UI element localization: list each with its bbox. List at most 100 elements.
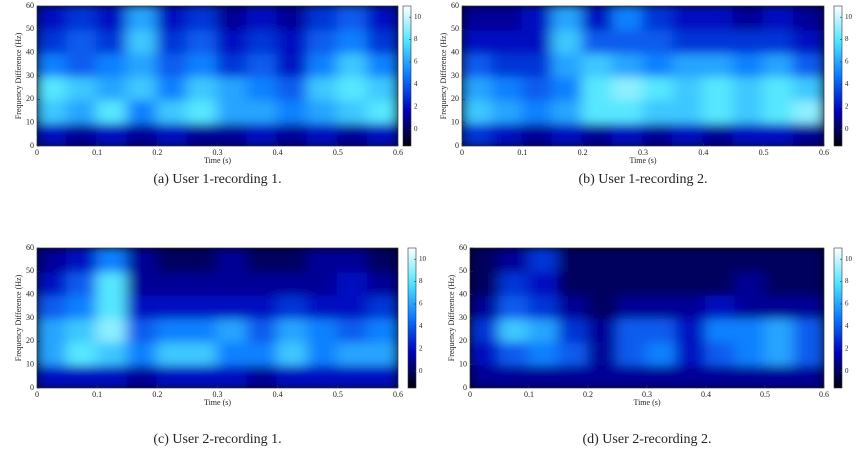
cells <box>462 6 824 146</box>
colorbar-tick-label: 2 <box>419 344 423 352</box>
cell <box>616 248 648 273</box>
cell <box>491 98 524 124</box>
cell <box>126 51 159 77</box>
cell <box>66 6 99 31</box>
cell <box>246 75 279 101</box>
cell <box>616 293 648 319</box>
cell <box>306 340 339 366</box>
y-axis-label: Frequency Difference (Hz) <box>447 274 456 361</box>
x-tick-label: 0.2 <box>583 390 593 399</box>
cell <box>186 270 219 296</box>
cell <box>336 270 369 296</box>
cell <box>306 51 339 77</box>
cell <box>672 121 705 146</box>
y-tick-label: 40 <box>26 289 34 298</box>
cell <box>792 51 824 77</box>
y-tick-label: 60 <box>459 243 467 252</box>
cell <box>611 121 644 146</box>
cell <box>491 51 524 77</box>
colorbar-tick-label: 4 <box>414 80 418 88</box>
x-tick-label: 0 <box>468 390 472 399</box>
cell <box>366 293 398 319</box>
cell <box>186 6 219 31</box>
y-tick-label: 0 <box>455 141 459 150</box>
cell <box>551 28 584 54</box>
cell <box>336 293 369 319</box>
cell <box>37 270 69 296</box>
colorbar-tick-label: 10 <box>845 13 853 21</box>
cell <box>126 98 159 124</box>
cell <box>762 121 795 146</box>
cell <box>246 121 279 146</box>
cell <box>306 293 339 319</box>
cell <box>462 75 494 101</box>
colorbar-tick-label: 2 <box>845 344 849 352</box>
cell <box>557 340 589 366</box>
cell <box>702 51 735 77</box>
cell <box>646 317 678 343</box>
cell <box>126 340 159 366</box>
cell <box>216 293 249 319</box>
cell <box>186 248 219 273</box>
cell <box>306 98 339 124</box>
cell <box>186 363 219 388</box>
cell <box>587 317 619 343</box>
cell <box>186 121 219 146</box>
cell <box>611 28 644 54</box>
cell <box>276 293 309 319</box>
cell <box>276 363 309 388</box>
cell <box>616 340 648 366</box>
cell <box>66 98 99 124</box>
cell <box>551 98 584 124</box>
cell <box>551 121 584 146</box>
cell <box>557 317 589 343</box>
cell <box>66 248 99 273</box>
cell <box>491 28 524 54</box>
x-tick-label: 0.1 <box>92 148 102 157</box>
cell <box>276 340 309 366</box>
caption: (b) User 1-recording 2. <box>578 172 707 187</box>
cell <box>66 28 99 54</box>
cell <box>611 51 644 77</box>
x-tick-label: 0.3 <box>638 148 648 157</box>
x-tick-label: 0.5 <box>333 390 343 399</box>
cell <box>793 270 824 296</box>
x-axis-label: Time (s) <box>204 398 231 407</box>
colorbar-tick-label: 10 <box>414 13 422 21</box>
cell <box>96 340 129 366</box>
cell <box>672 28 705 54</box>
colorbar-tick-label: 6 <box>414 58 418 66</box>
cell <box>702 75 735 101</box>
cell <box>126 28 159 54</box>
cell <box>216 121 249 146</box>
x-axis-label: Time (s) <box>629 156 656 165</box>
cell <box>705 340 737 366</box>
cell <box>366 98 398 124</box>
cell <box>462 98 494 124</box>
colorbar-tick-label: 10 <box>845 255 853 263</box>
cell <box>96 293 129 319</box>
cell <box>702 28 735 54</box>
x-tick-label: 0.2 <box>152 390 162 399</box>
cell <box>470 363 501 388</box>
cell <box>366 317 398 343</box>
y-tick-label: 10 <box>26 359 34 368</box>
cell <box>705 317 737 343</box>
cell <box>616 317 648 343</box>
colorbar-tick-label: 4 <box>845 322 849 330</box>
y-tick-label: 0 <box>30 141 34 150</box>
heatmap-area <box>37 6 398 146</box>
cell <box>96 28 129 54</box>
cell <box>246 6 279 31</box>
cell <box>37 6 69 31</box>
cell <box>498 270 530 296</box>
cell <box>762 98 795 124</box>
cell <box>186 317 219 343</box>
cell <box>498 293 530 319</box>
cell <box>216 51 249 77</box>
cell <box>306 317 339 343</box>
cell <box>156 98 189 124</box>
colorbar <box>833 5 843 147</box>
cell <box>366 6 398 31</box>
y-tick-label: 50 <box>459 266 467 275</box>
